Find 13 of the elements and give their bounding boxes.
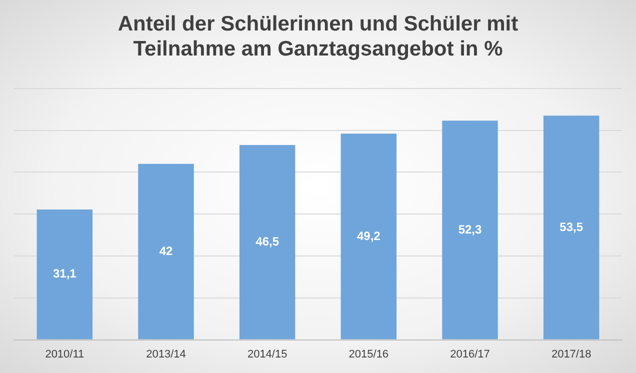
data-label: 31,1 <box>52 266 77 281</box>
x-tick-label: 2014/15 <box>247 348 288 360</box>
data-label: 53,5 <box>560 220 584 234</box>
x-tick-label: 2010/11 <box>45 348 84 360</box>
data-label: 42 <box>159 244 173 258</box>
data-label: 46,5 <box>256 234 280 248</box>
x-tick-label: 2015/16 <box>348 348 389 360</box>
x-tick-label: 2016/17 <box>450 348 490 360</box>
chart-title: Anteil der Schülerinnen und Schüler mit Teilnahme am Ganztagsangebot in % <box>118 12 518 61</box>
x-tick-label: 2017/18 <box>551 348 592 360</box>
x-tick-label: 2013/14 <box>146 348 186 360</box>
data-label: 52,3 <box>458 222 482 236</box>
data-label: 49,2 <box>356 228 381 243</box>
